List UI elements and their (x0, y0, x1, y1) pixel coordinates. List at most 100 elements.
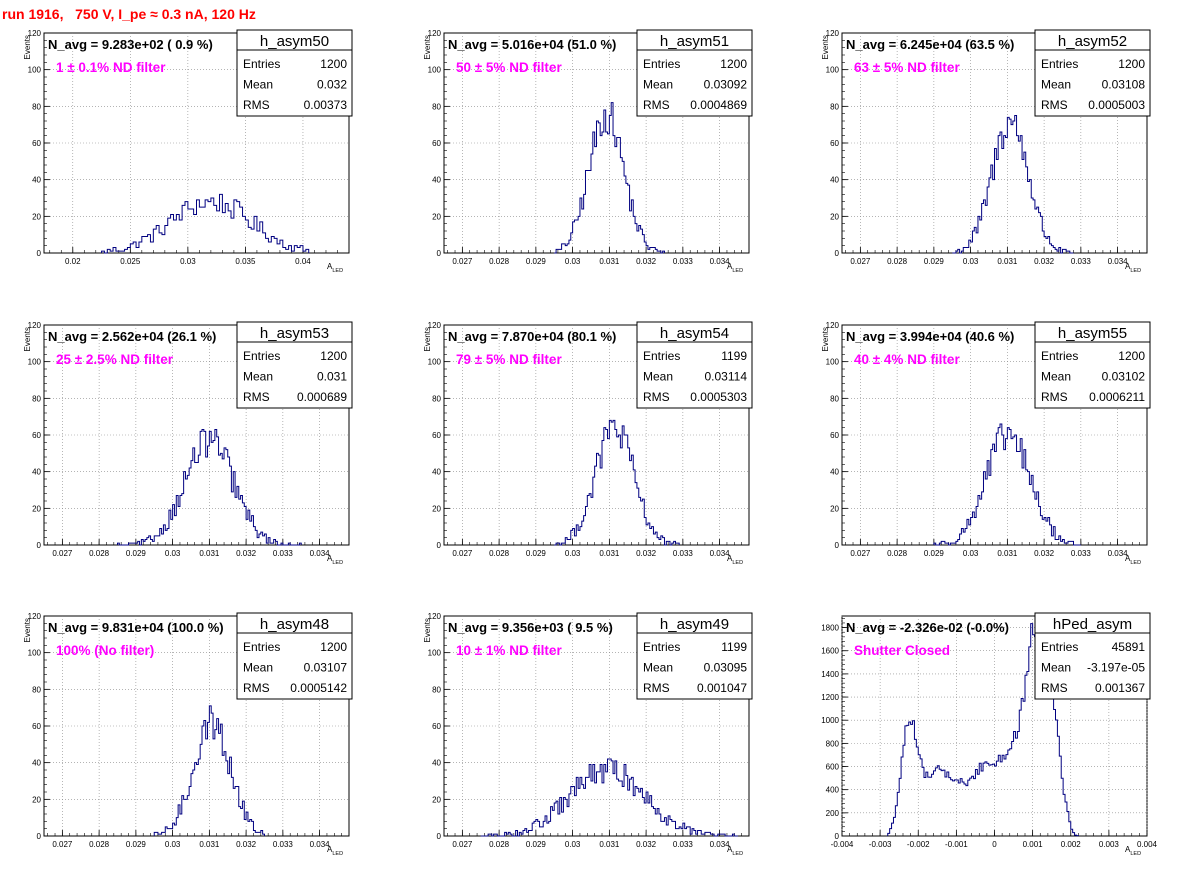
stats-label-entries: Entries (243, 640, 280, 654)
x-tick-label: 0.02 (65, 257, 81, 266)
x-tick-label: 0.032 (636, 840, 657, 849)
x-tick-label: 0.027 (850, 549, 871, 558)
y-tick-label: 60 (432, 722, 441, 731)
stats-value-rms: 0.00373 (304, 98, 348, 112)
stats-label-rms: RMS (243, 681, 270, 695)
x-tick-label: -0.001 (945, 840, 968, 849)
x-tick-label: 0.034 (310, 549, 331, 558)
y-tick-label: 80 (432, 685, 441, 694)
stats-value-mean: 0.032 (317, 78, 347, 92)
stats-value-entries: 1200 (1118, 349, 1145, 363)
histogram-panel-h_asym54: 0.027 0.028 0.029 0.03 0.031 0.032 0.033 0.034 0… (423, 321, 753, 566)
x-tick-label: 0.031 (199, 840, 220, 849)
y-tick-label: 1800 (821, 624, 839, 633)
x-tick-label: 0.031 (599, 257, 620, 266)
x-tick-label: 0.027 (52, 840, 73, 849)
x-tick-label: 0.028 (489, 549, 510, 558)
x-tick-label: 0.028 (89, 840, 110, 849)
y-tick-label: 20 (830, 212, 839, 221)
stats-value-rms: 0.001367 (1095, 681, 1145, 695)
stats-box (236, 612, 353, 700)
y-tick-label: 0 (835, 832, 840, 841)
y-tick-label: 0 (835, 541, 840, 550)
stats-value-entries: 1200 (320, 640, 347, 654)
y-tick-label: 0 (437, 249, 442, 258)
stats-label-rms: RMS (643, 390, 670, 404)
navg-label: N_avg = 9.356e+03 ( 9.5 %) (448, 620, 613, 635)
y-tick-label: 20 (32, 795, 41, 804)
x-tick-label: 0.025 (120, 257, 141, 266)
stats-value-entries: 1200 (1118, 57, 1145, 71)
y-tick-label: 40 (32, 759, 41, 768)
x-tick-label: 0.029 (126, 840, 147, 849)
histogram-name: h_asym53 (260, 325, 329, 342)
x-tick-label: 0.027 (52, 549, 73, 558)
stats-value-mean: 0.03092 (704, 78, 748, 92)
y-tick-label: 40 (32, 176, 41, 185)
y-axis-label: Events (821, 35, 830, 59)
x-axis-label: ALED (327, 845, 343, 857)
stats-label-entries: Entries (643, 57, 680, 71)
y-tick-label: 80 (830, 394, 839, 403)
x-tick-label: 0.032 (1034, 257, 1055, 266)
y-axis-label: Events (423, 35, 432, 59)
y-tick-label: 120 (28, 321, 42, 330)
x-tick-label: 0.028 (489, 257, 510, 266)
y-tick-label: 80 (830, 102, 839, 111)
x-tick-label: 0.03 (180, 257, 196, 266)
x-tick-label: 0.029 (526, 257, 547, 266)
x-tick-label: 0.032 (1034, 549, 1055, 558)
x-tick-label: 0.002 (1061, 840, 1082, 849)
y-tick-label: 120 (28, 612, 42, 621)
y-tick-label: 100 (28, 358, 42, 367)
y-tick-label: 0 (835, 249, 840, 258)
y-tick-label: 100 (826, 66, 840, 75)
y-tick-label: 100 (28, 649, 42, 658)
histogram-panel-h_asym48: 0.027 0.028 0.029 0.03 0.031 0.032 0.033 0.034 0… (23, 612, 353, 857)
histogram-panel-h_asym49: 0.027 0.028 0.029 0.03 0.031 0.032 0.033 0.034 0… (423, 612, 753, 857)
filter-annotation: 50 ± 5% ND filter (456, 60, 562, 75)
x-tick-label: 0.032 (636, 549, 657, 558)
histogram-panel-h_asym53: 0.027 0.028 0.029 0.03 0.031 0.032 0.033 0.034 0… (23, 321, 353, 566)
stats-label-mean: Mean (243, 661, 273, 675)
x-axis-label: ALED (1125, 262, 1141, 274)
stats-box (636, 321, 753, 409)
y-tick-label: 60 (432, 431, 441, 440)
y-tick-label: 1600 (821, 647, 839, 656)
stats-value-entries: 1200 (720, 57, 747, 71)
stats-label-mean: Mean (1041, 78, 1071, 92)
x-tick-label: 0.031 (599, 840, 620, 849)
filter-annotation: 1 ± 0.1% ND filter (56, 60, 166, 75)
y-tick-label: 80 (432, 102, 441, 111)
x-tick-label: 0.031 (599, 549, 620, 558)
x-tick-label: 0.003 (1099, 840, 1120, 849)
y-tick-label: 20 (32, 212, 41, 221)
x-tick-label: 0.028 (489, 840, 510, 849)
histogram-line (933, 423, 1081, 546)
y-tick-label: 120 (28, 29, 42, 38)
x-axis-label: ALED (727, 262, 743, 274)
y-tick-label: 600 (826, 763, 840, 772)
x-tick-label: 0.03 (565, 257, 581, 266)
x-axis-label: ALED (727, 554, 743, 566)
filter-annotation: 100% (No filter) (56, 643, 154, 658)
stats-box (636, 29, 753, 117)
x-tick-label: 0.001 (1023, 840, 1044, 849)
stats-label-entries: Entries (243, 349, 280, 363)
histogram-line (101, 193, 310, 254)
y-tick-label: 200 (826, 809, 840, 818)
stats-value-rms: 0.0004869 (690, 98, 747, 112)
stats-label-mean: Mean (643, 370, 673, 384)
x-axis-label: ALED (727, 845, 743, 857)
histogram-line (480, 758, 738, 837)
x-tick-label: 0.033 (1071, 549, 1092, 558)
stats-value-rms: 0.0006211 (1089, 390, 1145, 404)
stats-value-mean: 0.03107 (304, 661, 348, 675)
x-axis-label: ALED (327, 554, 343, 566)
x-tick-label: 0.027 (452, 549, 473, 558)
histogram-name: hPed_asym (1053, 616, 1132, 633)
histogram-name: h_asym55 (1058, 325, 1127, 342)
stats-label-rms: RMS (1041, 390, 1068, 404)
y-tick-label: 20 (32, 504, 41, 513)
histogram-line (116, 429, 302, 546)
